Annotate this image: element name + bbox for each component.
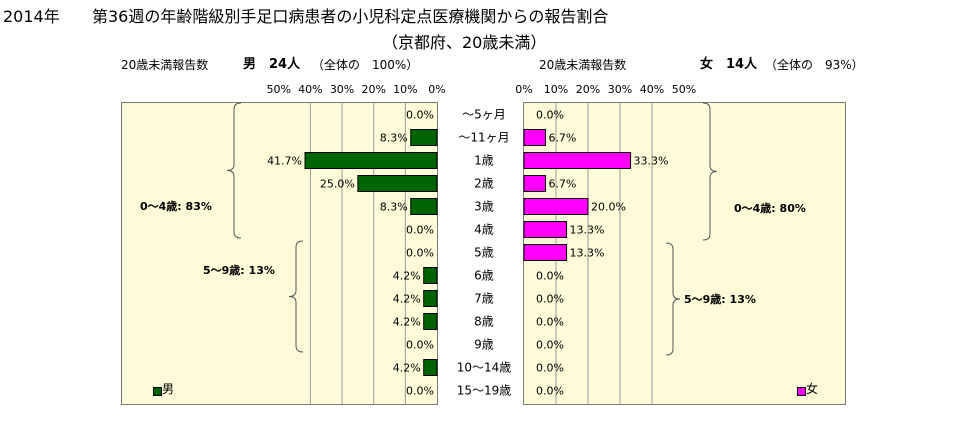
female-data-label: 0.0% — [536, 293, 564, 306]
female-bar — [523, 129, 546, 146]
male-bar — [410, 129, 438, 146]
male-legend-label: 男 — [162, 382, 175, 396]
male-data-label: 0.0% — [406, 224, 434, 237]
title-year: 2014年 — [3, 7, 60, 26]
category-label: ～5ヶ月 — [462, 108, 506, 122]
male-legend-swatch — [153, 387, 162, 396]
category-label: 4歳 — [474, 223, 494, 237]
chart-title: 第36週の年齢階級別手足口病患者の小児科定点医療機関からの報告割合 — [92, 7, 609, 26]
female-data-label: 0.0% — [536, 339, 564, 352]
female-tick-label: 50% — [672, 83, 696, 96]
male-data-label: 4.2% — [393, 293, 421, 306]
female-report-label: 20歳未満報告数 — [539, 58, 627, 72]
male-tick-label: 10% — [393, 83, 417, 96]
male-data-label: 0.0% — [406, 109, 434, 122]
female-bar — [523, 175, 546, 192]
male-bar — [357, 175, 438, 192]
male-data-label: 41.7% — [267, 155, 302, 168]
female-data-label: 0.0% — [536, 385, 564, 398]
female-bar — [523, 152, 632, 169]
category-label: 5歳 — [474, 246, 494, 260]
female-5-9-brace — [665, 242, 681, 356]
male-data-label: 4.2% — [393, 316, 421, 329]
female-data-label: 0.0% — [536, 362, 564, 375]
female-0-4-brace — [702, 102, 718, 241]
male-bar — [423, 267, 438, 284]
male-tick-label: 40% — [298, 83, 322, 96]
chart-subtitle: （京都府、20歳未満） — [382, 33, 547, 52]
category-label: 2歳 — [474, 177, 494, 191]
male-5-9-summary: 5～9歳: 13% — [203, 264, 275, 277]
female-legend-swatch — [797, 387, 806, 396]
male-0-4-summary: 0～4歳: 83% — [140, 200, 212, 213]
male-bar — [304, 152, 438, 169]
male-data-label: 4.2% — [393, 270, 421, 283]
category-label: 10～14歳 — [457, 361, 512, 375]
female-tick-label: 20% — [576, 83, 600, 96]
female-data-label: 0.0% — [536, 109, 564, 122]
male-5-9-brace — [288, 240, 304, 353]
female-data-label: 6.7% — [548, 132, 576, 145]
category-label: 1歳 — [474, 154, 494, 168]
category-label: 15～19歳 — [457, 384, 512, 398]
male-tick-label: 30% — [330, 83, 354, 96]
category-label: 7歳 — [474, 292, 494, 306]
female-tick-label: 30% — [608, 83, 632, 96]
male-count: 男 24人 — [243, 57, 301, 72]
female-data-label: 33.3% — [634, 155, 669, 168]
female-data-label: 20.0% — [591, 201, 626, 214]
female-data-label: 0.0% — [536, 270, 564, 283]
male-data-label: 4.2% — [393, 362, 421, 375]
male-bar — [410, 198, 438, 215]
male-report-label: 20歳未満報告数 — [121, 58, 209, 72]
male-share: （全体の 100%） — [312, 58, 419, 72]
female-data-label: 13.3% — [570, 247, 605, 260]
female-5-9-summary: 5～9歳: 13% — [684, 293, 756, 306]
category-label: 8歳 — [474, 315, 494, 329]
male-data-label: 0.0% — [406, 339, 434, 352]
male-data-label: 8.3% — [380, 132, 408, 145]
female-tick-label: 10% — [544, 83, 568, 96]
female-legend-label: 女 — [806, 382, 819, 396]
female-share: （全体の 93%） — [765, 58, 864, 72]
male-data-label: 25.0% — [320, 178, 355, 191]
male-tick-label: 20% — [361, 83, 385, 96]
male-data-label: 8.3% — [380, 201, 408, 214]
female-tick-label: 40% — [640, 83, 664, 96]
male-bar — [423, 359, 438, 376]
male-tick-label: 0% — [428, 83, 445, 96]
male-bar — [423, 313, 438, 330]
female-0-4-summary: 0～4歳: 80% — [734, 202, 806, 215]
male-tick-label: 50% — [267, 83, 291, 96]
category-label: 6歳 — [474, 269, 494, 283]
female-tick-label: 0% — [515, 83, 532, 96]
male-data-label: 0.0% — [406, 385, 434, 398]
category-label: 9歳 — [474, 338, 494, 352]
female-count: 女 14人 — [700, 57, 758, 72]
female-data-label: 13.3% — [570, 224, 605, 237]
male-bar — [423, 290, 438, 307]
female-bar — [523, 198, 589, 215]
category-label: 3歳 — [474, 200, 494, 214]
male-data-label: 0.0% — [406, 247, 434, 260]
female-bar — [523, 244, 568, 261]
male-0-4-brace — [226, 102, 242, 239]
female-data-label: 0.0% — [536, 316, 564, 329]
female-bar — [523, 221, 568, 238]
female-data-label: 6.7% — [548, 178, 576, 191]
category-label: ～11ヶ月 — [458, 131, 509, 145]
